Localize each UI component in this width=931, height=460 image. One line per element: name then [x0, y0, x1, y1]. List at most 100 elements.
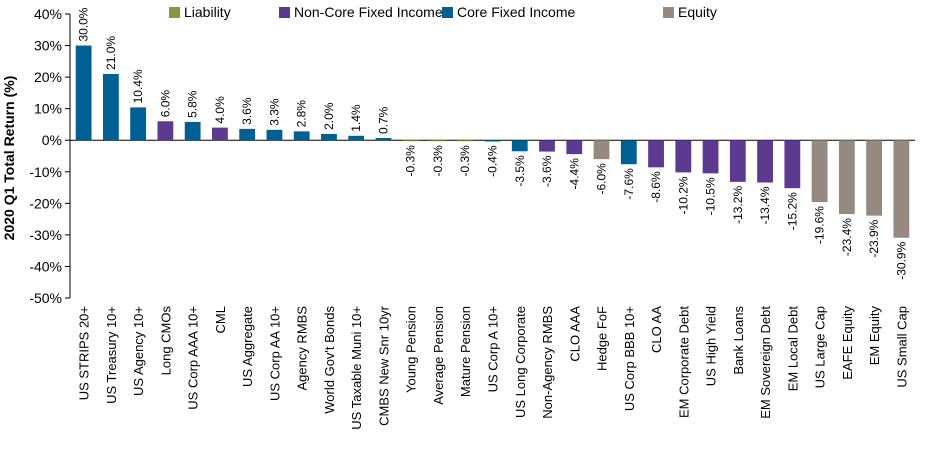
category-label: Bank Loans [731, 306, 746, 375]
bar [838, 140, 855, 215]
bar [184, 121, 201, 141]
value-label: -30.9% [894, 241, 908, 279]
y-tick-label: 30% [34, 38, 62, 54]
bar [430, 140, 446, 142]
category-label: EM Sovereign Debt [758, 306, 773, 419]
value-label: -0.3% [404, 145, 418, 177]
y-tick-label: 20% [34, 69, 62, 85]
bar [239, 128, 256, 141]
category-label: Hedge FoF [595, 306, 610, 371]
bar [620, 140, 637, 165]
legend-swatch [442, 7, 453, 18]
bar [511, 140, 528, 152]
y-tick-label: 40% [34, 6, 62, 22]
category-label: Non-Agency RMBS [540, 306, 555, 419]
category-label: Average Pension [431, 306, 446, 405]
y-tick-label: -50% [29, 290, 62, 306]
category-label: Young Pension [404, 306, 419, 393]
value-label: -4.4% [567, 158, 581, 190]
category-label: US Corp A 10+ [486, 306, 501, 392]
value-label: 21.0% [104, 36, 118, 70]
category-label: Long CMOs [158, 306, 173, 376]
legend-swatch [169, 7, 180, 18]
bar [702, 140, 719, 174]
category-label: US Corp BBB 10+ [622, 306, 637, 411]
legend: Liability Non-Core Fixed Income Core Fixed… [169, 4, 717, 20]
value-label: -7.6% [622, 168, 636, 200]
legend-swatch [663, 7, 674, 18]
bar [293, 131, 310, 141]
y-axis: 40% 30% 20% 10% 0% -10% -20% -30% -40% -50% [29, 6, 915, 306]
bars [75, 45, 910, 238]
bar [893, 140, 910, 238]
bar [348, 135, 365, 141]
bar [102, 73, 119, 141]
category-label: US Long Corporate [513, 306, 528, 418]
category-label: EM Local Debt [785, 306, 800, 392]
category-label: US Small Cap [894, 306, 909, 388]
legend-label: Non-Core Fixed Income [294, 4, 443, 20]
bar [539, 140, 555, 152]
value-label: -15.2% [785, 192, 799, 230]
category-label: US Large Cap [813, 306, 828, 388]
y-tick-label: -40% [29, 258, 62, 274]
value-label: 3.6% [240, 97, 254, 125]
bar [375, 138, 392, 141]
bar [675, 140, 692, 173]
value-label: -23.9% [867, 219, 881, 257]
value-label: 0.7% [376, 106, 390, 134]
category-label: CLO AAA [567, 306, 582, 362]
category-label: World Gov't Bonds [322, 306, 337, 414]
value-label: -23.4% [840, 218, 854, 256]
legend-label: Core Fixed Income [457, 4, 575, 20]
value-label: -0.4% [486, 145, 500, 177]
legend-label: Liability [184, 4, 231, 20]
y-tick-label: -20% [29, 195, 62, 211]
x-axis-labels: US STRIPS 20+ US Treasury 10+ US Agency 10… [77, 305, 910, 429]
value-label: 3.3% [267, 98, 281, 126]
category-label: US Taxable Muni 10+ [349, 306, 364, 430]
category-label: US Treasury 10+ [104, 306, 119, 404]
bar [266, 129, 283, 141]
y-tick-label: 0% [42, 132, 62, 148]
y-axis-label: 2020 Q1 Total Return (%) [1, 76, 17, 241]
y-tick-label: 10% [34, 101, 62, 117]
category-label: US Aggregate [240, 306, 255, 387]
category-label: CMBS New Snr 10yr [376, 305, 391, 426]
y-tick-label: -10% [29, 164, 62, 180]
value-label: 6.0% [158, 90, 172, 118]
value-label: 2.0% [322, 102, 336, 130]
bar [593, 140, 610, 160]
value-label: 5.8% [186, 90, 200, 118]
value-label: -19.6% [813, 206, 827, 244]
value-label: 4.0% [213, 96, 227, 124]
category-label: Agency RMBS [295, 306, 310, 391]
value-labels: 30.0% 21.0% 10.4% 6.0% 5.8% 4.0% 3.6% 3.3% 2.8% 2… [77, 7, 909, 280]
category-label: EAFE Equity [840, 306, 855, 380]
value-label: -0.3% [458, 145, 472, 177]
bar [729, 140, 746, 182]
category-label: US Agency 10+ [131, 306, 146, 396]
bar [321, 133, 337, 141]
category-label: CLO AA [649, 306, 664, 353]
value-label: -13.2% [731, 186, 745, 224]
bar [811, 140, 828, 203]
value-label: -10.2% [676, 176, 690, 214]
value-label: 1.4% [349, 104, 363, 132]
bar [784, 140, 801, 189]
value-label: 30.0% [77, 7, 91, 41]
category-label: EM Corporate Debt [676, 306, 691, 418]
value-label: 10.4% [131, 69, 145, 103]
category-label: US Corp AAA 10+ [186, 306, 201, 410]
bar [566, 140, 583, 155]
category-label: US STRIPS 20+ [77, 306, 92, 400]
bar [75, 45, 92, 141]
legend-label: Equity [678, 4, 717, 20]
category-label: CML [213, 306, 228, 333]
bar [157, 121, 174, 141]
value-label: -6.0% [595, 163, 609, 195]
bar [402, 140, 419, 142]
value-label: -13.4% [758, 186, 772, 224]
